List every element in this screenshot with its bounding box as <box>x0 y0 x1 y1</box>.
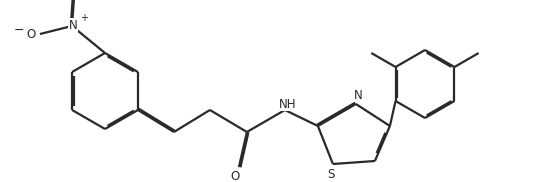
Text: −: − <box>14 23 24 37</box>
Text: +: + <box>80 13 88 23</box>
Text: N: N <box>354 88 362 102</box>
Text: N: N <box>69 19 78 31</box>
Text: S: S <box>327 167 334 181</box>
Text: O: O <box>230 171 240 182</box>
Text: O: O <box>26 27 36 41</box>
Text: NH: NH <box>279 98 296 110</box>
